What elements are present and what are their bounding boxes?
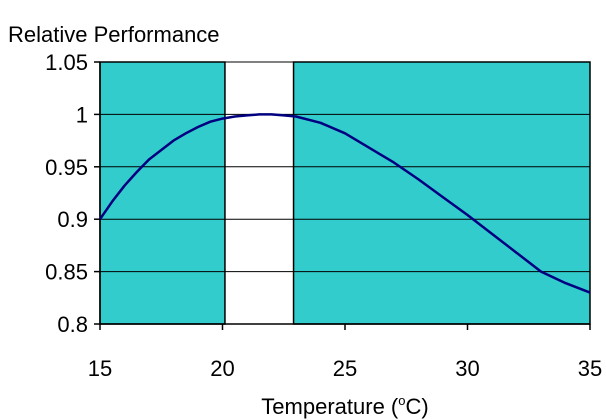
- y-tick-label: 0.85: [45, 260, 88, 285]
- x-tick-label: 15: [88, 356, 112, 381]
- shaded-region-0: [99, 61, 226, 325]
- y-tick-label: 1: [76, 102, 88, 127]
- x-tick-label: 20: [210, 356, 234, 381]
- y-tick-label: 0.8: [57, 312, 88, 337]
- shaded-region-1: [292, 61, 591, 325]
- x-axis-title-main: Temperature (: [261, 394, 399, 419]
- y-tick-label: 0.9: [57, 207, 88, 232]
- y-axis-title: Relative Performance: [8, 22, 220, 47]
- x-tick-label: 30: [455, 356, 479, 381]
- x-tick-label: 25: [333, 356, 357, 381]
- y-tick-label: 0.95: [45, 155, 88, 180]
- series-line-0: [98, 113, 591, 294]
- x-axis-title: Temperature (oC): [261, 393, 428, 419]
- x-tick-label: 35: [578, 356, 602, 381]
- x-axis-title-unit: C): [405, 394, 428, 419]
- y-tick-label: 1.05: [45, 50, 88, 75]
- x-axis-title-degree: o: [398, 393, 405, 408]
